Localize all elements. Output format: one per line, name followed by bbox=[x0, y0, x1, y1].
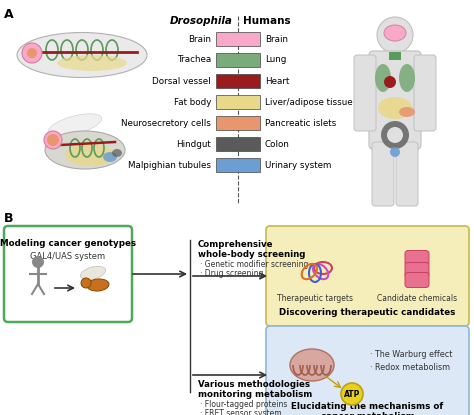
Ellipse shape bbox=[65, 144, 115, 166]
Text: Urinary system: Urinary system bbox=[265, 161, 331, 169]
Ellipse shape bbox=[87, 279, 109, 291]
FancyBboxPatch shape bbox=[405, 263, 429, 278]
Text: Brain: Brain bbox=[188, 34, 211, 44]
FancyBboxPatch shape bbox=[414, 55, 436, 131]
Text: · Flour-tagged proteins: · Flour-tagged proteins bbox=[200, 400, 287, 409]
FancyBboxPatch shape bbox=[405, 251, 429, 266]
Ellipse shape bbox=[399, 64, 415, 92]
Text: Fat body: Fat body bbox=[173, 98, 211, 107]
Ellipse shape bbox=[399, 107, 415, 117]
Text: Brain: Brain bbox=[265, 34, 288, 44]
Text: Liver/adipose tissue: Liver/adipose tissue bbox=[265, 98, 353, 107]
Ellipse shape bbox=[45, 131, 125, 169]
Text: Modeling cancer genotypes: Modeling cancer genotypes bbox=[0, 239, 136, 248]
Ellipse shape bbox=[103, 152, 117, 162]
Circle shape bbox=[22, 43, 42, 63]
Circle shape bbox=[47, 134, 59, 146]
Text: Hindgut: Hindgut bbox=[176, 139, 211, 149]
Bar bbox=[216, 137, 260, 151]
Text: · Drug screening: · Drug screening bbox=[200, 269, 264, 278]
FancyBboxPatch shape bbox=[372, 142, 394, 206]
Text: Colon: Colon bbox=[265, 139, 290, 149]
Text: GAL4/UAS system: GAL4/UAS system bbox=[30, 252, 106, 261]
Ellipse shape bbox=[384, 76, 396, 88]
Circle shape bbox=[377, 17, 413, 53]
Text: · Redox metabolism: · Redox metabolism bbox=[370, 363, 450, 372]
Text: Malpighian tubules: Malpighian tubules bbox=[128, 161, 211, 169]
Ellipse shape bbox=[81, 266, 106, 280]
FancyBboxPatch shape bbox=[266, 226, 469, 326]
Ellipse shape bbox=[381, 121, 409, 149]
Bar bbox=[389, 52, 401, 60]
Text: Heart: Heart bbox=[265, 76, 289, 85]
Text: A: A bbox=[4, 8, 14, 21]
Ellipse shape bbox=[390, 147, 400, 157]
Ellipse shape bbox=[57, 55, 127, 71]
Text: Trachea: Trachea bbox=[177, 56, 211, 64]
Ellipse shape bbox=[375, 64, 391, 92]
Circle shape bbox=[32, 256, 44, 268]
Ellipse shape bbox=[384, 25, 406, 41]
Bar bbox=[216, 32, 260, 46]
Text: Dorsal vessel: Dorsal vessel bbox=[152, 76, 211, 85]
Text: Discovering therapeutic candidates: Discovering therapeutic candidates bbox=[279, 308, 456, 317]
Text: Pancreatic islets: Pancreatic islets bbox=[265, 119, 336, 127]
FancyBboxPatch shape bbox=[405, 273, 429, 288]
Text: ATP: ATP bbox=[344, 390, 360, 398]
Text: Drosophila: Drosophila bbox=[170, 16, 233, 26]
Bar bbox=[216, 95, 260, 109]
Ellipse shape bbox=[48, 114, 101, 136]
Ellipse shape bbox=[112, 149, 122, 157]
Ellipse shape bbox=[290, 349, 334, 381]
Text: B: B bbox=[4, 212, 13, 225]
FancyBboxPatch shape bbox=[354, 55, 376, 131]
Bar bbox=[216, 116, 260, 130]
Text: Therapeutic targets: Therapeutic targets bbox=[277, 294, 353, 303]
Text: Various methodologies
monitoring metabolism: Various methodologies monitoring metabol… bbox=[198, 380, 312, 399]
Text: Humans: Humans bbox=[243, 16, 291, 26]
Circle shape bbox=[81, 278, 91, 288]
Text: · The Warburg effect: · The Warburg effect bbox=[370, 350, 452, 359]
Text: · FRET sensor system: · FRET sensor system bbox=[200, 409, 282, 415]
FancyBboxPatch shape bbox=[4, 226, 132, 322]
Bar bbox=[216, 158, 260, 172]
Circle shape bbox=[48, 135, 58, 145]
Bar bbox=[216, 53, 260, 67]
Text: Neurosecretory cells: Neurosecretory cells bbox=[121, 119, 211, 127]
Ellipse shape bbox=[387, 127, 403, 143]
Text: Lung: Lung bbox=[265, 56, 286, 64]
Circle shape bbox=[44, 131, 62, 149]
Circle shape bbox=[341, 383, 363, 405]
Text: Comprehensive
whole-body screening: Comprehensive whole-body screening bbox=[198, 240, 305, 259]
FancyBboxPatch shape bbox=[369, 51, 421, 149]
Text: · Genetic modifier screening: · Genetic modifier screening bbox=[200, 260, 309, 269]
Circle shape bbox=[27, 48, 37, 58]
FancyBboxPatch shape bbox=[396, 142, 418, 206]
FancyBboxPatch shape bbox=[266, 326, 469, 415]
Text: Candidate chemicals: Candidate chemicals bbox=[377, 294, 457, 303]
Bar bbox=[216, 74, 260, 88]
Ellipse shape bbox=[378, 97, 412, 119]
Text: Elucidating the mechanisms of
cancer metabolism: Elucidating the mechanisms of cancer met… bbox=[292, 402, 444, 415]
Ellipse shape bbox=[17, 32, 147, 78]
